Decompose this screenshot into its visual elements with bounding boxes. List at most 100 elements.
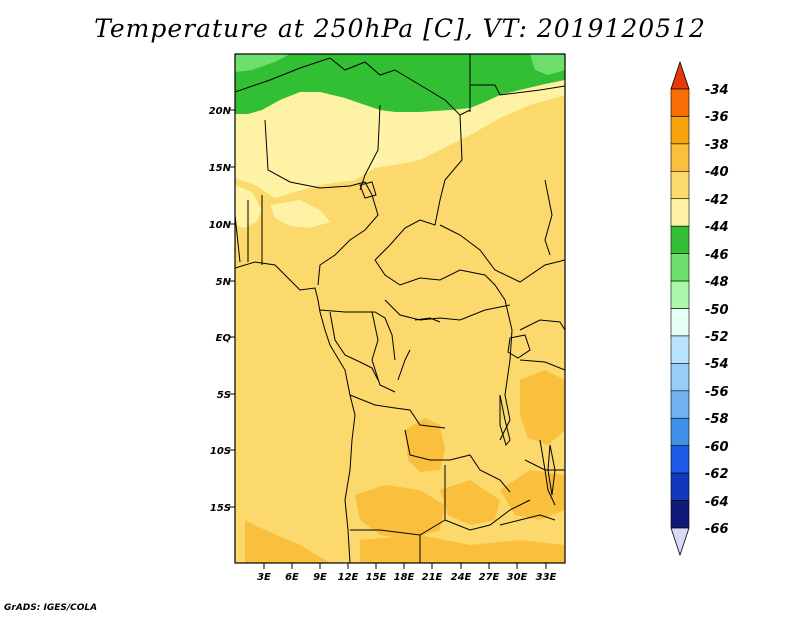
field-warm-patch-4	[520, 370, 565, 445]
colorbar-labels: -34 -36 -38 -40 -42 -44 -46 -48 -50 -52 …	[705, 83, 729, 537]
border-zambia-zim	[499, 514, 556, 526]
colorbar-label: -52	[705, 330, 729, 345]
border-angola-zambia	[444, 465, 531, 531]
border-north-sahara	[235, 57, 471, 116]
lake-victoria	[507, 334, 531, 359]
colorbar-cell	[670, 143, 690, 172]
longitude-labels: 3E 6E 9E 12E 15E 18E 21E 24E 27E 30E 33E	[257, 572, 556, 583]
field-lightgreen-patch-e	[530, 54, 565, 75]
border-chad-east	[374, 114, 463, 261]
border-nigeria-cameroon	[317, 194, 379, 286]
lon-label-24e: 24E	[451, 572, 472, 583]
border-tanzania	[519, 359, 565, 371]
lake-chad	[359, 181, 377, 199]
border-ghana	[235, 214, 241, 263]
colorbar-label: -44	[705, 220, 729, 235]
field-lightgreen-patch	[235, 54, 290, 72]
country-borders	[235, 54, 565, 563]
map-frame	[234, 53, 566, 564]
lon-label-6e: 6E	[285, 572, 299, 583]
border-niger-south	[264, 119, 373, 196]
colorbar-cell	[670, 472, 690, 501]
lon-label-15e: 15E	[366, 572, 387, 583]
field-warm-patch-1	[405, 418, 445, 472]
colorbar-cell	[670, 280, 690, 309]
chart-title: Temperature at 250hPa [C], VT: 201912051…	[94, 14, 706, 43]
field-warm-patch-6	[245, 520, 330, 563]
colorbar: -34 -36 -38 -40 -42 -44 -46 -48 -50 -52 …	[670, 60, 729, 557]
border-cameroon-south	[319, 309, 396, 361]
river-congo	[397, 317, 441, 381]
lat-label-10n: 10N	[209, 220, 232, 231]
lon-label-27e: 27E	[479, 572, 500, 583]
colorbar-cell	[670, 253, 690, 282]
colorbar-label: -62	[705, 467, 729, 482]
colorbar-label: -40	[705, 165, 729, 180]
lon-label-3e: 3E	[257, 572, 271, 583]
field-warm-patch-2	[355, 485, 445, 540]
border-car-south	[384, 299, 511, 321]
lon-label-18e: 18E	[394, 572, 415, 583]
border-drc-west	[349, 394, 446, 429]
colorbar-cell	[670, 171, 690, 200]
border-gabon	[329, 311, 379, 381]
longitude-axis	[263, 563, 547, 569]
border-ethiopia	[544, 179, 553, 256]
colorbar-label: -64	[705, 495, 729, 510]
field-green-band	[235, 54, 565, 114]
lon-label-9e: 9E	[313, 572, 327, 583]
colorbar-cell	[670, 445, 690, 474]
lake-malawi	[547, 444, 556, 496]
footer-credit: GrADS: IGES/COLA	[4, 603, 98, 613]
border-sudan-north	[470, 84, 565, 96]
colorbar-cell	[670, 116, 690, 145]
border-drc-south	[404, 429, 511, 493]
colorbar-bottom-triangle	[670, 527, 690, 557]
colorbar-cell	[670, 225, 690, 254]
colorbar-top-triangle	[670, 60, 690, 90]
lat-label-10s: 10S	[210, 446, 231, 457]
border-kenya-uganda	[519, 319, 565, 331]
border-drc-east	[499, 299, 513, 441]
colorbar-label: -50	[705, 303, 729, 318]
lat-label-15s: 15S	[210, 503, 231, 514]
lon-label-33e: 33E	[536, 572, 557, 583]
border-car	[374, 259, 506, 301]
latitude-labels: 20N 15N 10N 5N EQ 5S 10S 15S	[209, 106, 232, 514]
lake-tanganyika	[499, 394, 511, 447]
colorbar-cell	[670, 308, 690, 337]
colorbar-cell	[670, 335, 690, 364]
lon-label-30e: 30E	[507, 572, 528, 583]
colorbar-cells	[670, 88, 690, 529]
coast-west-africa	[235, 261, 356, 563]
colorbar-label: -58	[705, 412, 729, 427]
colorbar-label: -36	[705, 110, 729, 125]
colorbar-cell	[670, 417, 690, 446]
latitude-axis	[229, 109, 235, 508]
lon-label-21e: 21E	[422, 572, 443, 583]
temperature-field	[235, 54, 565, 563]
lat-label-5n: 5N	[216, 277, 232, 288]
colorbar-label: -60	[705, 440, 729, 455]
colorbar-label: -42	[705, 193, 729, 208]
border-sudan-south	[439, 224, 565, 283]
colorbar-label: -48	[705, 275, 729, 290]
colorbar-cell	[670, 198, 690, 227]
field-warm-patch-7	[360, 535, 565, 563]
colorbar-label: -56	[705, 385, 729, 400]
colorbar-cell	[670, 500, 690, 529]
colorbar-cell	[670, 363, 690, 392]
border-malawi	[539, 439, 556, 506]
field-warm-patch-3	[440, 480, 500, 525]
colorbar-label: -34	[705, 83, 729, 98]
colorbar-label: -66	[705, 522, 729, 537]
lat-label-20n: 20N	[209, 106, 232, 117]
lat-label-eq: EQ	[216, 333, 232, 344]
field-warm-patch-5	[500, 470, 565, 520]
lat-label-5s: 5S	[217, 390, 231, 401]
border-congo	[371, 311, 396, 393]
field-cool-patch-c	[270, 200, 330, 228]
colorbar-cell	[670, 390, 690, 419]
colorbar-label: -54	[705, 357, 729, 372]
